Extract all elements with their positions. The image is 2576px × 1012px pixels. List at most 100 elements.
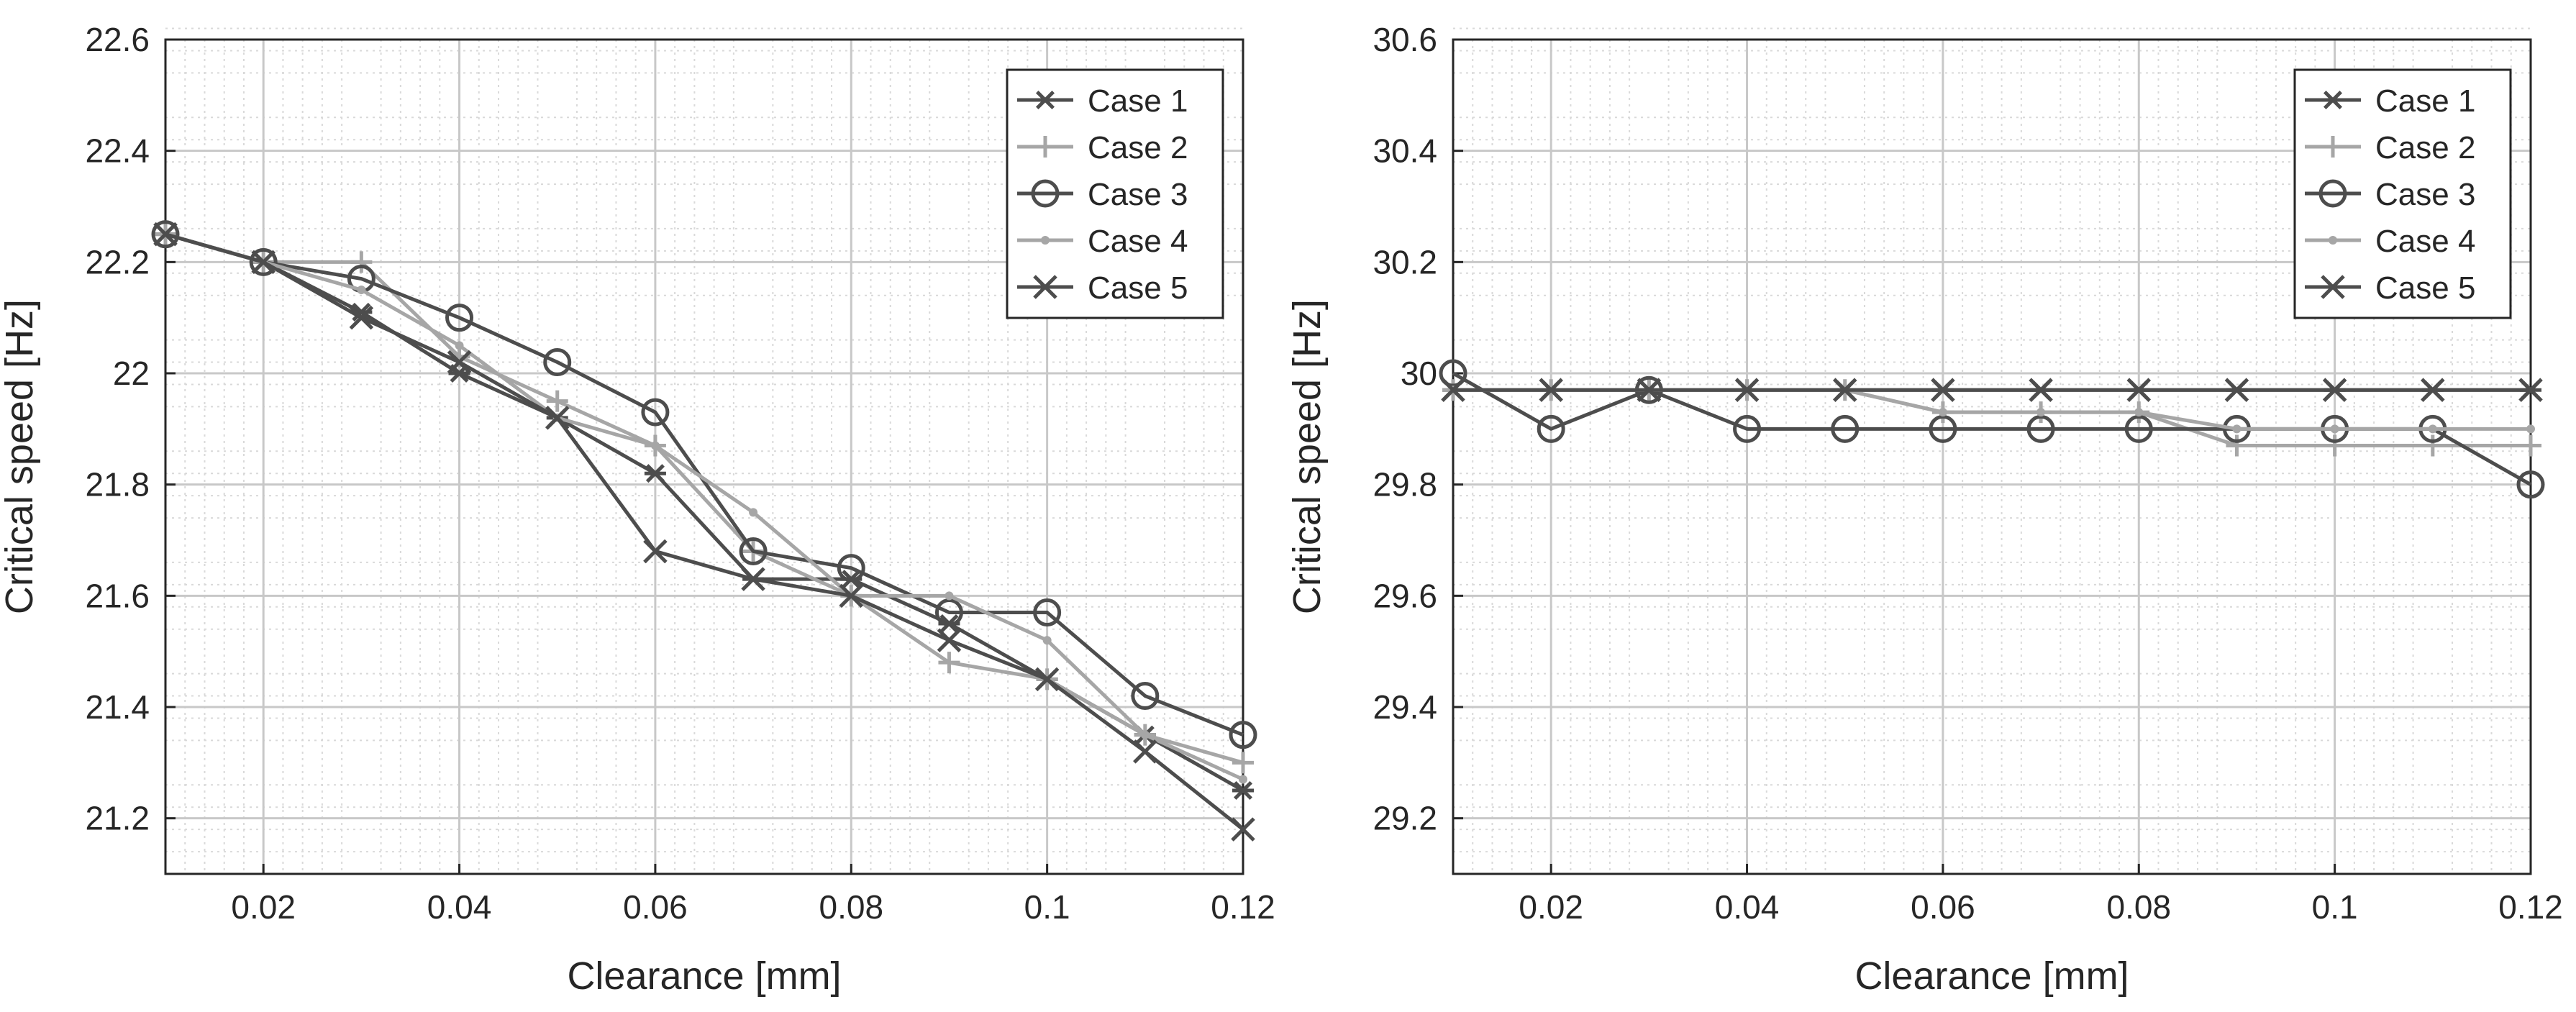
x-tick-label: 0.12	[1211, 888, 1275, 926]
point-marker-d2	[1133, 739, 1157, 764]
data-point	[249, 247, 278, 276]
point-marker-dot	[1938, 408, 1947, 417]
point-marker-d2	[1441, 378, 1465, 402]
series-case-5	[1441, 378, 2543, 402]
data-point	[1034, 667, 1060, 692]
data-point	[1439, 359, 1467, 388]
legend-marker-d2	[2323, 90, 2343, 110]
y-tick-label: 21.6	[85, 577, 150, 614]
legend-label: Case 4	[2375, 224, 2475, 259]
data-point	[2226, 434, 2248, 457]
point-marker-d2	[1931, 378, 1955, 402]
data-point	[1637, 378, 1662, 402]
data-point	[543, 348, 572, 377]
y-tick-label: 22.4	[85, 132, 150, 170]
point-marker-d2	[1734, 378, 1760, 402]
data-point	[455, 341, 464, 350]
y-axis-label: Critical speed [Hz]	[0, 299, 41, 614]
point-marker-dot	[455, 341, 464, 350]
x-tick-label: 0.08	[2107, 888, 2172, 926]
y-axis-label: Critical speed [Hz]	[1285, 299, 1329, 614]
point-marker-ring	[445, 304, 474, 332]
point-marker-d2	[1832, 378, 1857, 402]
point-marker-ring	[1929, 414, 1957, 443]
data-point	[1929, 414, 1957, 443]
x-tick-label: 0.02	[1519, 888, 1583, 926]
data-point	[1033, 598, 1062, 627]
data-point	[2134, 408, 2144, 417]
point-marker-d2	[251, 250, 276, 275]
x-tick-label: 0.04	[1715, 888, 1780, 926]
point-marker-dot	[945, 591, 954, 601]
point-marker-dot	[650, 441, 660, 450]
x-axis-label: Clearance [mm]	[567, 954, 841, 998]
point-marker-d2	[2421, 378, 2445, 402]
data-point	[350, 251, 373, 273]
point-marker-d2	[2126, 378, 2152, 402]
minor-grid-y	[165, 27, 1243, 853]
data-point	[2232, 424, 2242, 434]
legend-item: Case 2	[1017, 130, 1188, 165]
point-marker-ring	[1131, 682, 1160, 711]
point-marker-ring	[2516, 470, 2545, 499]
legend: Case 1 Case 2 Case 3 Case 4 Case 5	[1006, 68, 1224, 319]
data-point	[1232, 780, 1254, 801]
data-point	[445, 304, 474, 332]
data-point	[153, 222, 178, 247]
data-point	[1441, 378, 1465, 402]
series-case-3	[151, 220, 1257, 749]
legend-marker-ring	[1031, 179, 1060, 208]
y-tick-label: 21.8	[85, 466, 150, 503]
point-marker-dot	[749, 508, 758, 517]
data-point	[1832, 378, 1857, 402]
point-marker-ring	[543, 348, 572, 377]
series-line	[165, 232, 1244, 781]
data-point	[739, 537, 768, 565]
data-point	[1539, 378, 1563, 402]
legend-item: Case 1	[2305, 83, 2475, 119]
legend-marker-d2	[1033, 275, 1057, 299]
legend-item: Case 4	[1017, 224, 1188, 259]
chart-panel-2: 0.02 0.04 0.06 0.08 0.1 0.12 29.2 29.4 29.6 29.8 3…	[1285, 21, 2563, 998]
data-point	[2520, 434, 2541, 457]
y-tick-label: 30.6	[1373, 21, 1437, 58]
legend-item: Case 3	[2305, 177, 2475, 212]
x-axis-ticks: 0.02 0.04 0.06 0.08 0.1 0.12	[1519, 864, 2563, 926]
data-point	[1231, 817, 1255, 842]
point-marker-d2	[2029, 378, 2053, 402]
minor-grid-y	[1453, 27, 2531, 853]
legend-item: Case 2	[2305, 130, 2475, 165]
x-tick-label: 0.1	[1024, 888, 1070, 926]
data-point	[1537, 414, 1565, 443]
data-point	[1140, 730, 1150, 739]
data-point	[937, 628, 962, 652]
x-tick-label: 0.12	[2498, 888, 2563, 926]
point-marker-ring	[1733, 414, 1762, 443]
legend-marker-d2	[1035, 90, 1055, 110]
data-point	[741, 567, 765, 591]
x-tick-label: 0.06	[1911, 888, 1975, 926]
y-tick-label: 21.4	[85, 688, 150, 726]
series-line	[165, 232, 1244, 765]
data-point	[749, 508, 758, 517]
data-point	[2428, 424, 2437, 434]
point-marker-d2	[352, 302, 371, 322]
legend-label: Case 5	[1088, 270, 1188, 306]
series-case-5	[153, 222, 1255, 842]
axes-frame	[1452, 38, 2532, 875]
point-marker-d2	[2322, 378, 2347, 402]
legend-label: Case 3	[1088, 177, 1188, 212]
data-point	[1133, 739, 1157, 764]
x-tick-label: 0.1	[2312, 888, 2358, 926]
y-tick-label: 21.2	[85, 800, 150, 837]
data-point	[447, 350, 472, 375]
point-marker-ring	[1831, 414, 1860, 443]
point-marker-ring	[1439, 359, 1467, 388]
x-tick-label: 0.08	[819, 888, 884, 926]
y-tick-label: 22	[113, 355, 150, 392]
data-point	[650, 441, 660, 450]
data-point	[837, 554, 865, 583]
point-marker-d2	[2518, 378, 2543, 402]
y-tick-label: 30.4	[1373, 132, 1437, 170]
point-marker-d2	[1539, 378, 1563, 402]
